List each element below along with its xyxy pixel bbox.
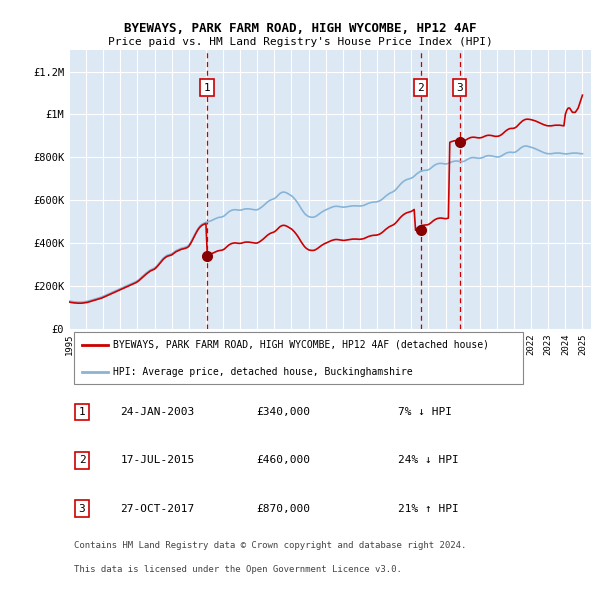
- Text: This data is licensed under the Open Government Licence v3.0.: This data is licensed under the Open Gov…: [74, 565, 402, 573]
- Text: 3: 3: [456, 83, 463, 93]
- Text: 27-OCT-2017: 27-OCT-2017: [121, 503, 195, 513]
- Text: BYEWAYS, PARK FARM ROAD, HIGH WYCOMBE, HP12 4AF (detached house): BYEWAYS, PARK FARM ROAD, HIGH WYCOMBE, H…: [113, 340, 490, 350]
- Text: 7% ↓ HPI: 7% ↓ HPI: [398, 407, 452, 417]
- Text: BYEWAYS, PARK FARM ROAD, HIGH WYCOMBE, HP12 4AF: BYEWAYS, PARK FARM ROAD, HIGH WYCOMBE, H…: [124, 22, 476, 35]
- Text: 17-JUL-2015: 17-JUL-2015: [121, 455, 195, 466]
- Text: Price paid vs. HM Land Registry's House Price Index (HPI): Price paid vs. HM Land Registry's House …: [107, 38, 493, 47]
- Text: 3: 3: [79, 503, 85, 513]
- Text: 2: 2: [79, 455, 85, 466]
- Text: 1: 1: [79, 407, 85, 417]
- Text: 2: 2: [417, 83, 424, 93]
- Text: 21% ↑ HPI: 21% ↑ HPI: [398, 503, 458, 513]
- Text: £340,000: £340,000: [256, 407, 310, 417]
- FancyBboxPatch shape: [74, 332, 523, 385]
- Text: 24% ↓ HPI: 24% ↓ HPI: [398, 455, 458, 466]
- Text: Contains HM Land Registry data © Crown copyright and database right 2024.: Contains HM Land Registry data © Crown c…: [74, 541, 467, 550]
- Text: 24-JAN-2003: 24-JAN-2003: [121, 407, 195, 417]
- Text: £870,000: £870,000: [256, 503, 310, 513]
- Text: HPI: Average price, detached house, Buckinghamshire: HPI: Average price, detached house, Buck…: [113, 366, 413, 376]
- Text: 1: 1: [204, 83, 211, 93]
- Text: £460,000: £460,000: [256, 455, 310, 466]
